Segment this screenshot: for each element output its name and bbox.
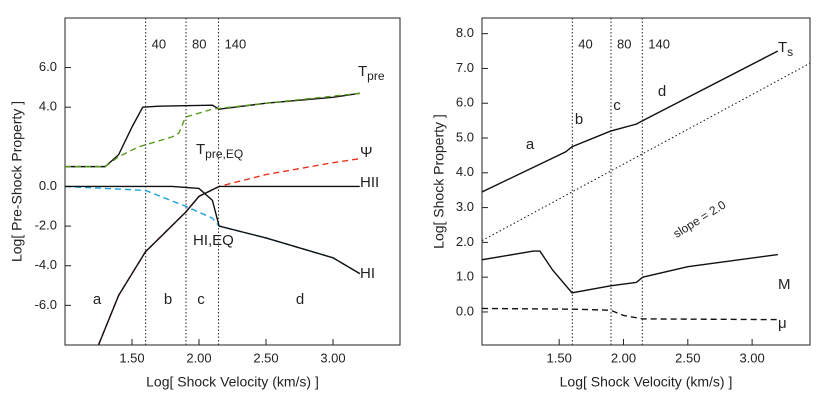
y-tick-label: 5.0 (456, 129, 474, 144)
series-subscript: s (787, 45, 793, 59)
y-tick-label: 2.0 (456, 234, 474, 249)
x-tick-label: 3.00 (739, 350, 764, 365)
lines (65, 92, 361, 345)
series-line (482, 250, 778, 294)
y-axis-label: Log[ Shock Property ] (431, 114, 447, 249)
x-tick-label: 3.00 (320, 350, 345, 365)
series-name: M (778, 276, 791, 293)
series-label: HI (360, 265, 375, 282)
panel: 1.50 2.00 2.50 3.00 6.0 4.0 0.0 -2.0 -4.0 -6.0 Log… (9, 17, 401, 390)
region-label: a (93, 291, 102, 308)
series-name: HII (360, 174, 379, 191)
y-tick-label: -6.0 (35, 297, 57, 312)
x-tick-label: 2.50 (675, 350, 700, 365)
series-name: T (358, 63, 367, 80)
series-subscript: pre,EQ (205, 147, 243, 161)
y-tick-label: 1.0 (456, 269, 474, 284)
series-name: T (196, 141, 205, 158)
series-line (65, 92, 360, 168)
series-subscript: pre (367, 69, 385, 83)
series-label: slope = 2.0 (671, 198, 729, 241)
y-tick-label: 0.0 (39, 178, 57, 193)
series-name: HI,EQ (193, 232, 234, 249)
y-tick-label: 0.0 (456, 303, 474, 318)
region-label: c (197, 291, 205, 308)
velocity-marker-label: 140 (225, 36, 247, 51)
y-tick-label: 4.0 (39, 99, 57, 114)
x-axis-label: Log[ Shock Velocity (km/s) ] (146, 374, 319, 390)
series-label: Tpre (358, 63, 385, 83)
x-tick-label: 1.50 (547, 350, 572, 365)
velocity-marker-label: 80 (617, 36, 631, 51)
y-tick-label: -2.0 (35, 218, 57, 233)
y-tick-label: -4.0 (35, 257, 57, 272)
velocity-marker-label: 40 (578, 36, 592, 51)
velocity-marker-label: 40 (152, 36, 166, 51)
series-label: HII (360, 174, 379, 191)
series-label: Ts (778, 39, 793, 59)
velocity-marker-label: 140 (648, 36, 670, 51)
y-tick-label: 3.0 (456, 199, 474, 214)
y-tick-label: 4.0 (456, 164, 474, 179)
series-name: HI (360, 265, 375, 282)
y-tick-label: 7.0 (456, 60, 474, 75)
x-tick-label: 1.50 (119, 350, 144, 365)
lines (482, 50, 810, 321)
panel: 1.50 2.00 2.50 3.00 0.0 1.0 2.0 3.0 4.0 5.0 6.0 7.0… (431, 17, 811, 390)
region-label: c (613, 97, 621, 114)
series-label: Tpre,EQ (196, 141, 243, 161)
x-axis-label: Log[ Shock Velocity (km/s) ] (560, 374, 733, 390)
region-label: b (164, 291, 172, 308)
series-name: μ (778, 315, 787, 332)
series-label: M (778, 276, 791, 293)
y-tick-label: 8.0 (456, 25, 474, 40)
velocity-marker-label: 80 (192, 36, 206, 51)
region-label: d (658, 83, 666, 100)
series-label: HI,EQ (193, 232, 234, 249)
x-tick-label: 2.00 (611, 350, 636, 365)
plot-frame (64, 17, 401, 346)
series-line (97, 185, 360, 345)
x-tick-label: 2.50 (253, 350, 278, 365)
x-tick-label: 2.00 (186, 350, 211, 365)
series-name: T (778, 39, 787, 56)
series-label: Ψ (360, 144, 373, 161)
series-name: slope = 2.0 (671, 198, 729, 241)
region-label: d (296, 291, 304, 308)
region-label: b (575, 111, 583, 128)
series-line (65, 185, 361, 275)
series-line (482, 307, 778, 321)
y-axis-label: Log[ Pre-Shock Property ] (9, 101, 25, 262)
series-label: μ (778, 315, 787, 332)
region-label: a (526, 136, 535, 153)
y-tick-label: 6.0 (456, 95, 474, 110)
y-tick-label: 6.0 (39, 59, 57, 74)
series-name: Ψ (360, 144, 373, 161)
plot-frame (481, 17, 811, 346)
series-line (482, 50, 779, 193)
